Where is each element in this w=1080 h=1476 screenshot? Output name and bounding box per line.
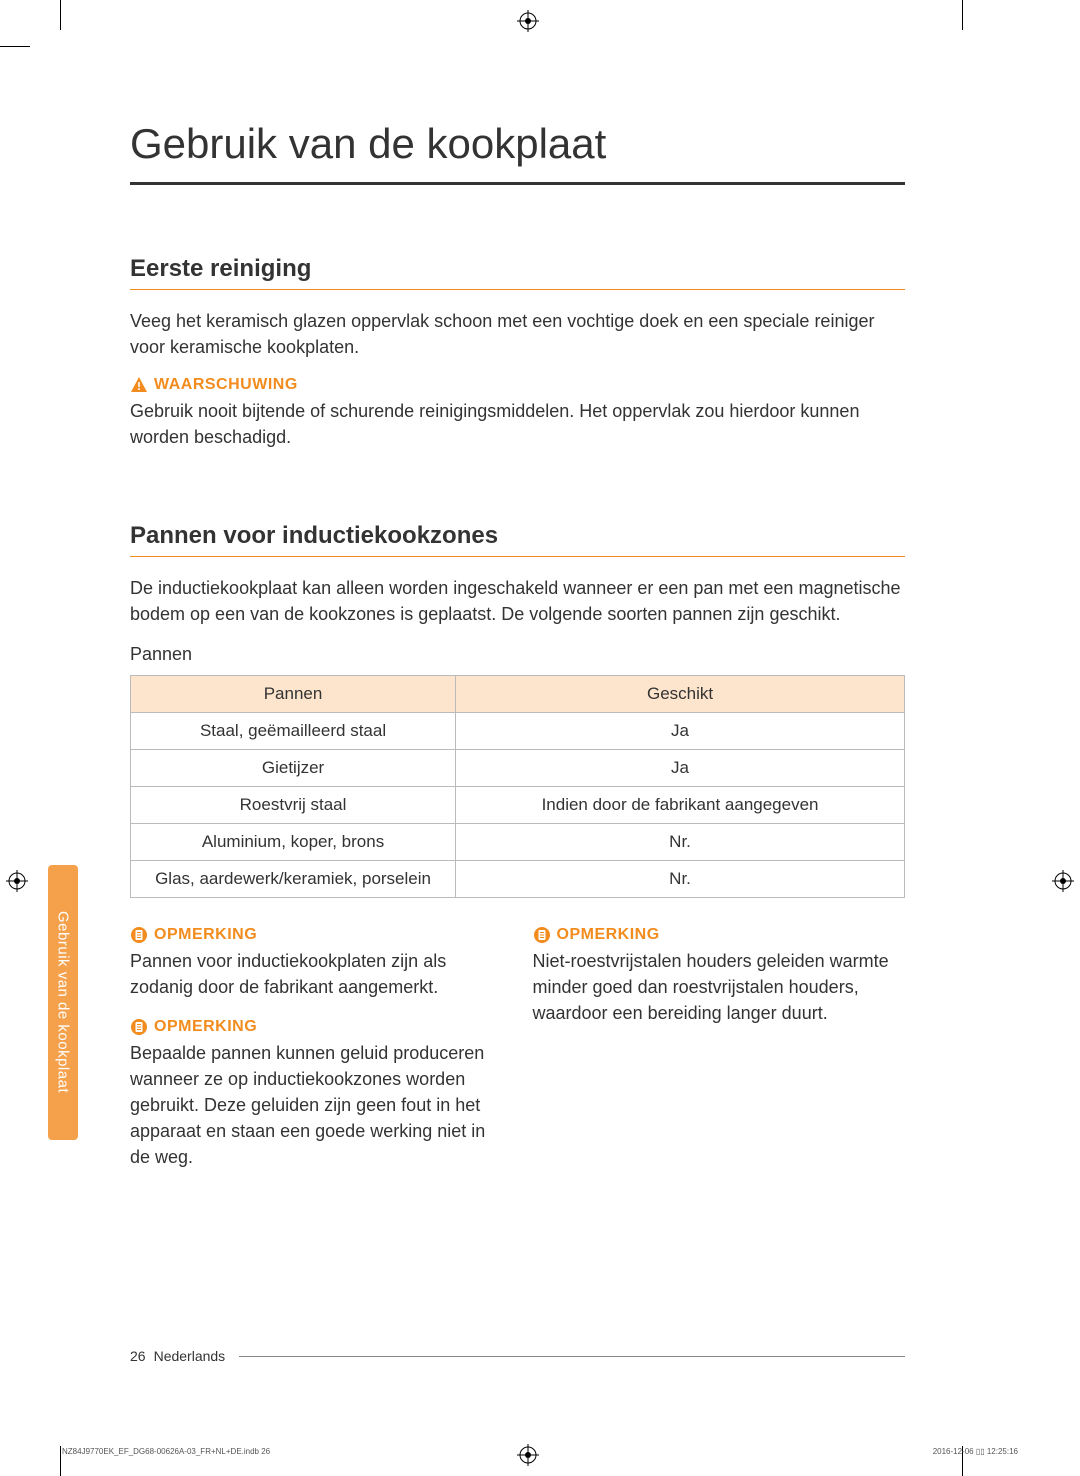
table-title: Pannen [130,644,905,665]
print-footer-right: 2016-12-06 ▯▯ 12:25:16 [933,1447,1018,1456]
print-footer-left: NZ84J9770EK_EF_DG68-00626A-03_FR+NL+DE.i… [62,1447,270,1456]
table-row: Aluminium, koper, brons Nr. [131,823,905,860]
table-header: Geschikt [456,675,905,712]
section1-intro: Veeg het keramisch glazen oppervlak scho… [130,308,905,360]
note-text: Bepaalde pannen kunnen geluid produceren… [130,1040,503,1170]
footer-rule [239,1356,905,1357]
note-icon [533,926,551,944]
page-number: 26 [130,1348,146,1364]
warning-callout: WAARSCHUWING [130,376,905,394]
note-text: Pannen voor inductiekookplaten zijn als … [130,948,503,1000]
note-icon [130,1018,148,1036]
table-row: Glas, aardewerk/keramiek, porselein Nr. [131,860,905,897]
note-icon [130,926,148,944]
table-row: Gietijzer Ja [131,749,905,786]
note-label: OPMERKING [557,926,660,944]
page-language: Nederlands [154,1348,226,1364]
pannen-table: Pannen Geschikt Staal, geëmailleerd staa… [130,675,905,898]
registration-mark-icon [6,870,28,892]
note-callout: OPMERKING [130,1018,503,1036]
crop-mark [0,46,30,47]
crop-mark [962,0,963,30]
notes-columns: OPMERKING Pannen voor inductiekookplaten… [130,926,905,1189]
table-row: Roestvrij staal Indien door de fabrikant… [131,786,905,823]
section-heading-2: Pannen voor inductiekookzones [130,522,905,557]
registration-mark-icon [517,1444,539,1466]
table-row: Staal, geëmailleerd staal Ja [131,712,905,749]
page-content: Gebruik van de kookplaat Eerste reinigin… [130,120,905,1188]
page-title: Gebruik van de kookplaat [130,120,905,185]
registration-mark-icon [517,10,539,32]
note-label: OPMERKING [154,1018,257,1036]
note-callout: OPMERKING [533,926,906,944]
warning-icon [130,376,148,394]
section-heading-1: Eerste reiniging [130,255,905,290]
section-tab: Gebruik van de kookplaat [48,865,78,1140]
warning-label: WAARSCHUWING [154,376,298,394]
warning-text: Gebruik nooit bijtende of schurende rein… [130,398,905,450]
registration-mark-icon [1052,870,1074,892]
crop-mark [60,1446,61,1476]
section-tab-label: Gebruik van de kookplaat [55,911,72,1093]
note-label: OPMERKING [154,926,257,944]
table-header: Pannen [131,675,456,712]
crop-mark [60,0,61,30]
page-footer: 26 Nederlands [130,1348,905,1364]
note-callout: OPMERKING [130,926,503,944]
section2-intro: De inductiekookplaat kan alleen worden i… [130,575,905,627]
note-text: Niet-roestvrijstalen houders geleiden wa… [533,948,906,1026]
